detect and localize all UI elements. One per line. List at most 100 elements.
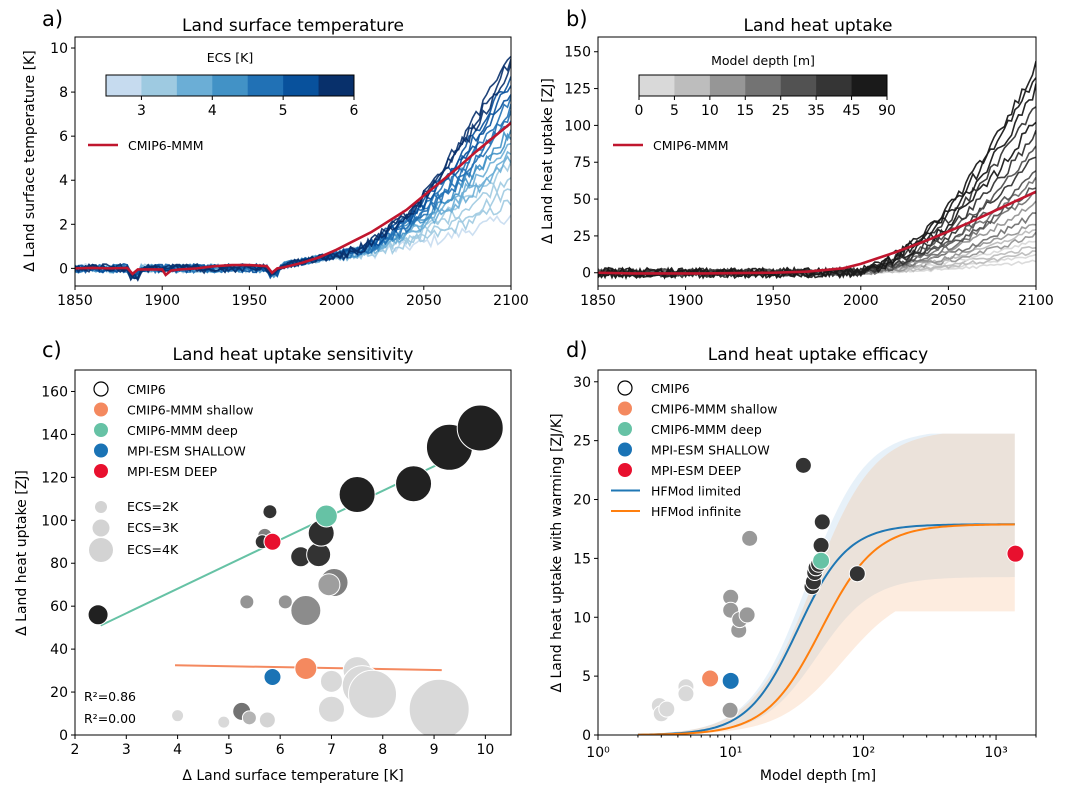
- cmip6-point: [171, 709, 185, 723]
- x-tick-label: 9: [430, 742, 439, 758]
- panel-b-letter: b): [566, 7, 588, 31]
- hfmod-infinite-band: [637, 433, 1015, 735]
- x-tick-label: 10: [476, 742, 494, 758]
- legend-label: CMIP6: [127, 382, 166, 397]
- model-line: [75, 94, 511, 281]
- colorbar-tick-label: 90: [878, 103, 896, 119]
- mpi-deep-point: [1006, 544, 1025, 563]
- legend-label: CMIP6-MMM deep: [651, 422, 762, 437]
- size-legend-label: ECS=3K: [127, 520, 179, 535]
- colorbar-swatch: [283, 75, 320, 96]
- x-tick-label: 3: [122, 742, 131, 758]
- colorbar-swatch: [745, 75, 782, 96]
- x-tick-label: 2000: [319, 293, 355, 309]
- legend-marker: [618, 401, 632, 416]
- r2-deep: R²=0.86: [84, 689, 136, 704]
- cmip6-point: [721, 701, 739, 719]
- cmip6-point: [348, 669, 398, 719]
- legend-label: HFMod limited: [651, 484, 741, 499]
- size-legend-marker: [89, 538, 113, 562]
- y-tick-label: 30: [573, 375, 591, 391]
- axes-frame: [597, 36, 1037, 287]
- cmip6-point: [290, 594, 322, 626]
- x-tick-label: 10³: [984, 745, 1007, 761]
- mmm-line: [598, 190, 1036, 275]
- y-tick-label: 5: [582, 669, 591, 685]
- y-tick-label: 50: [573, 192, 591, 208]
- legend-marker: [94, 443, 108, 458]
- y-tick-label: 6: [59, 129, 68, 145]
- model-line: [75, 96, 511, 281]
- cmip6-point: [794, 456, 812, 474]
- x-tick-label: 6: [276, 742, 285, 758]
- axes-frame: [74, 36, 512, 287]
- legend-marker: [618, 422, 632, 436]
- cmip6-point: [677, 685, 695, 703]
- size-legend-marker: [92, 519, 110, 537]
- legend-label: CMIP6-MMM deep: [127, 423, 238, 438]
- model-line: [598, 61, 1036, 281]
- colorbar-swatch: [212, 75, 249, 96]
- y-tick-label: 25: [573, 229, 591, 245]
- colorbar-frame: [638, 74, 888, 97]
- colorbar-frame: [105, 74, 355, 97]
- legend-label: CMIP6-MMM shallow: [651, 402, 777, 417]
- colorbar-swatch: [247, 75, 284, 96]
- cmip6-point: [317, 695, 345, 723]
- cmip6-point: [87, 604, 109, 626]
- cmip6-point: [277, 594, 293, 610]
- panel-d-title: Land heat uptake efficacy: [708, 345, 928, 365]
- colorbar-tick-label: 0: [635, 103, 644, 119]
- x-tick-label: 2000: [843, 293, 879, 309]
- y-tick-label: 0: [59, 261, 68, 277]
- x-tick-label: 2100: [493, 293, 529, 309]
- model-line: [75, 103, 511, 282]
- legend-label: MPI-ESM SHALLOW: [651, 443, 770, 458]
- mmm-deep-point: [314, 504, 338, 528]
- mpi-shallow-point: [721, 671, 740, 690]
- colorbar-tick-label: 10: [701, 103, 719, 119]
- colorbar-tick-label: 5: [279, 103, 288, 119]
- colorbar-tick-label: 15: [736, 103, 754, 119]
- panel-d-xlabel: Model depth [m]: [760, 768, 876, 784]
- mmm-line: [75, 121, 511, 277]
- panel-d-letter: d): [566, 338, 588, 362]
- cmip6-point: [241, 710, 257, 726]
- cmip6-point: [338, 476, 376, 514]
- colorbar-title: ECS [K]: [207, 50, 253, 65]
- y-tick-label: 150: [564, 45, 591, 61]
- colorbar-swatch: [639, 75, 675, 96]
- y-tick-label: 60: [50, 599, 68, 615]
- x-tick-label: 10⁰: [586, 745, 610, 761]
- colorbar-tick-label: 3: [137, 103, 146, 119]
- y-tick-label: 125: [564, 82, 591, 98]
- mpi-shallow-point: [263, 668, 282, 687]
- cmip6-point: [848, 565, 866, 583]
- y-tick-label: 4: [59, 173, 68, 189]
- model-line: [75, 150, 511, 278]
- y-tick-label: 40: [50, 642, 68, 658]
- x-tick-label: 1900: [668, 293, 704, 309]
- cmip6-point: [395, 465, 433, 503]
- y-tick-label: 20: [50, 685, 68, 701]
- legend-marker: [618, 463, 632, 477]
- legend-marker: [618, 442, 632, 457]
- panel-a-ylabel: Δ Land surface temperature [K]: [22, 50, 38, 271]
- cmip6-point: [658, 700, 676, 718]
- r2-shallow: R²=0.00: [84, 711, 136, 726]
- colorbar-swatch: [851, 75, 888, 96]
- cmip6-point: [456, 404, 504, 452]
- y-tick-label: 75: [573, 155, 591, 171]
- x-tick-label: 10¹: [719, 745, 742, 761]
- y-tick-label: 10: [573, 610, 591, 626]
- x-tick-label: 5: [224, 742, 233, 758]
- legend-marker: [94, 464, 108, 478]
- x-tick-label: 2050: [406, 293, 442, 309]
- model-line: [75, 132, 511, 278]
- y-tick-label: 25: [573, 434, 591, 450]
- cmip6-point: [262, 504, 278, 520]
- colorbar-tick-label: 5: [670, 103, 679, 119]
- colorbar-swatch: [176, 75, 213, 96]
- colorbar-swatch: [780, 75, 817, 96]
